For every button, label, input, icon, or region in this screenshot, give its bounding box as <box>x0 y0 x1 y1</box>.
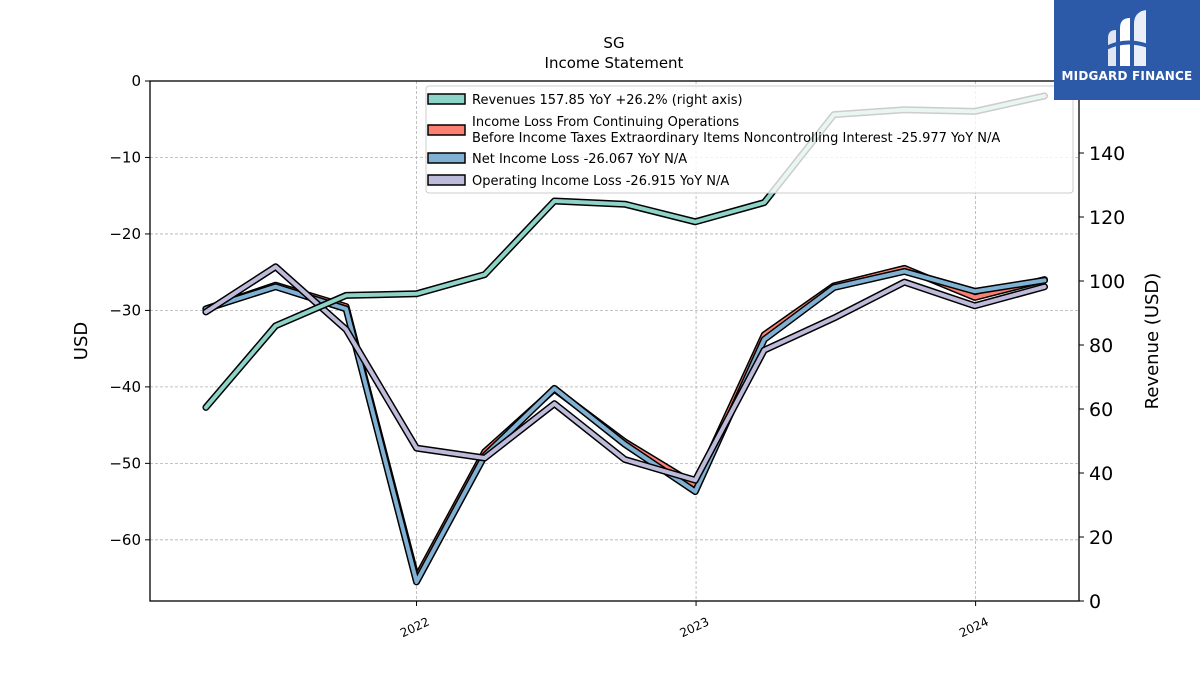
legend-swatch <box>427 93 466 105</box>
operating-income-line <box>203 264 1047 483</box>
y2-tick-label: 100 <box>1089 271 1125 293</box>
y-tick-label: −40 <box>109 378 141 396</box>
x-tick-label: 2024 <box>957 615 991 641</box>
y2-tick-label: 20 <box>1089 527 1113 549</box>
y2-tick-label: 120 <box>1089 207 1125 229</box>
chart-subtitle: Income Statement <box>545 54 684 72</box>
legend-swatch <box>427 174 466 186</box>
legend-box <box>425 85 1074 194</box>
chart-title: SG <box>603 34 624 52</box>
y-tick-label: −20 <box>109 225 141 243</box>
net-income-line <box>203 269 1047 584</box>
y2-tick-label: 80 <box>1089 335 1113 357</box>
legend-swatch <box>427 152 466 164</box>
y2-tick-label: 40 <box>1089 463 1113 485</box>
y-tick-label: −30 <box>109 301 141 319</box>
legend-label: Revenues 157.85 YoY +26.2% (right axis) <box>472 93 743 108</box>
legend-label: Operating Income Loss -26.915 YoY N/A <box>472 174 729 189</box>
brand-logo: MIDGARD FINANCE <box>1054 0 1200 100</box>
y2-tick-label: 140 <box>1089 143 1125 165</box>
brand-logo-icon <box>1105 10 1149 66</box>
legend-swatch <box>427 124 466 136</box>
y2-tick-label: 0 <box>1089 591 1101 613</box>
y-tick-label: −10 <box>109 148 141 166</box>
legend-label: Net Income Loss -26.067 YoY N/A <box>472 152 687 167</box>
brand-name: MIDGARD FINANCE <box>1061 69 1193 83</box>
y2-axis-label: Revenue (USD) <box>1142 273 1163 410</box>
legend-label: Before Income Taxes Extraordinary Items … <box>472 131 1000 146</box>
y-tick-label: 0 <box>131 72 141 90</box>
y-axis-label: USD <box>71 322 92 360</box>
plot-frame <box>149 80 1080 602</box>
legend: Revenues 157.85 YoY +26.2% (right axis) I… <box>425 85 1074 194</box>
y-tick-label: −50 <box>109 454 141 472</box>
legend-label: Income Loss From Continuing Operations <box>472 115 739 130</box>
y-tick-label: −60 <box>109 531 141 549</box>
y2-tick-label: 60 <box>1089 399 1113 421</box>
x-tick-label: 2022 <box>398 615 432 641</box>
x-tick-label: 2023 <box>678 615 712 641</box>
